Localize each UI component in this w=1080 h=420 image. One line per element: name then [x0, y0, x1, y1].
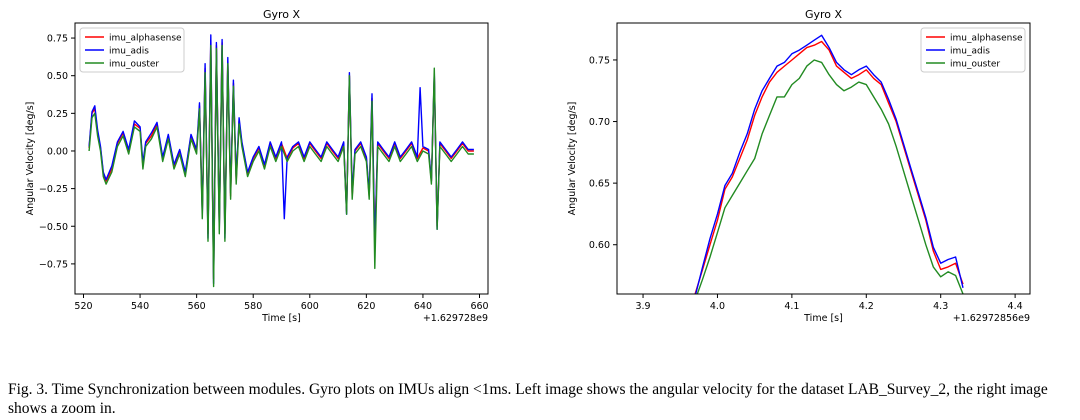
x-tick-label: 600 [301, 301, 319, 312]
legend-label: imu_ouster [950, 60, 1000, 70]
chart-title: Gyro X [805, 8, 843, 21]
series-group [88, 34, 474, 288]
series-line-imu_ouster [696, 59, 964, 294]
y-tick-label: 0.25 [47, 109, 68, 120]
y-tick-label: −0.25 [39, 184, 68, 195]
series-group [694, 34, 964, 294]
x-tick-label: 620 [357, 301, 375, 312]
legend-box [79, 27, 185, 73]
y-tick-label: 0.75 [47, 34, 68, 45]
series-line-imu_adis [88, 34, 474, 285]
x-tick-label: 4.3 [933, 301, 948, 312]
axes-frame [616, 22, 1031, 295]
legend-label: imu_adis [950, 47, 990, 57]
figure-caption: Fig. 3. Time Synchronization between mod… [8, 381, 1048, 417]
x-tick-label: 640 [414, 301, 432, 312]
legend: imu_alphasense imu_adis imu_ouster [920, 27, 1026, 73]
axes-frame [74, 22, 489, 295]
x-tick-label: 660 [470, 301, 488, 312]
y-tick-label: 0.70 [589, 117, 610, 128]
chart-title: Gyro X [263, 8, 301, 21]
y-axis-label: Angular Velocity [deg/s] [567, 102, 578, 216]
x-offset-label: +1.62972856e9 [953, 313, 1030, 324]
legend-box [920, 27, 1026, 73]
series-line-imu_adis [695, 34, 964, 294]
x-tick-label: 520 [74, 301, 92, 312]
x-tick-label: 3.9 [635, 301, 650, 312]
x-tick-label: 4.1 [784, 301, 799, 312]
series-line-imu_alphasense [88, 38, 474, 280]
chart-right: 3.9 4.0 4.1 4.2 4.3 4.4 0.60 0.65 0.70 0.75 Gyro X… [567, 8, 1031, 324]
chart-left: 520 540 560 580 600 620 640 660 −0.75 −0.50 −0.25 0… [25, 8, 489, 324]
series-line-imu_alphasense [694, 40, 964, 294]
x-tick-label: 4.2 [859, 301, 874, 312]
y-tick-label: 0.65 [589, 179, 610, 190]
x-tick-label: 4.0 [710, 301, 725, 312]
series-line-imu_ouster [88, 44, 474, 288]
legend-label: imu_ouster [109, 60, 159, 70]
legend-label: imu_adis [109, 47, 149, 57]
legend-label: imu_alphasense [109, 34, 182, 44]
legend: imu_alphasense imu_adis imu_ouster [79, 27, 185, 73]
y-tick-label: 0.60 [589, 240, 610, 251]
y-tick-label: 0.50 [47, 71, 68, 82]
y-tick-label: −0.50 [39, 222, 68, 233]
y-axis-label: Angular Velocity [deg/s] [25, 102, 36, 216]
x-offset-label: +1.629728e9 [423, 313, 488, 324]
y-tick-label: 0.75 [589, 55, 610, 66]
x-tick-label: 580 [244, 301, 262, 312]
x-axis-label: Time [s] [803, 313, 843, 324]
legend-label: imu_alphasense [950, 34, 1023, 44]
y-tick-label: 0.00 [47, 146, 68, 157]
x-tick-label: 540 [131, 301, 149, 312]
x-tick-label: 4.4 [1008, 301, 1023, 312]
x-axis-label: Time [s] [261, 313, 301, 324]
y-tick-label: −0.75 [39, 259, 68, 270]
x-tick-label: 560 [188, 301, 206, 312]
